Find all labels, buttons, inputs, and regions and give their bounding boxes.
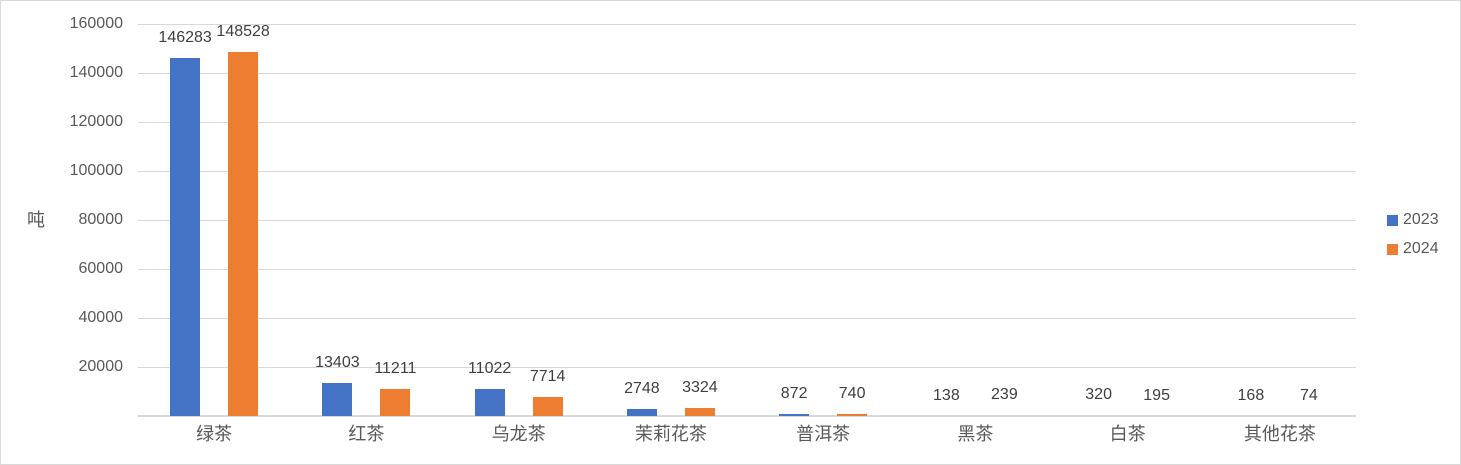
x-axis-category-label: 茉莉花茶 bbox=[634, 424, 707, 444]
legend-swatch-icon bbox=[1387, 243, 1398, 255]
bar-2024-乌龙茶[interactable] bbox=[532, 397, 563, 416]
y-axis-tick-label: 120000 bbox=[69, 113, 123, 130]
y-axis-tick-label: 40000 bbox=[78, 309, 124, 326]
data-label-2024-其他花茶: 74 bbox=[1299, 386, 1318, 404]
x-axis-category-label: 其他花茶 bbox=[1243, 424, 1316, 444]
data-label-2024-乌龙茶: 7714 bbox=[529, 368, 566, 386]
bar-2023-茉莉花茶[interactable] bbox=[626, 409, 657, 416]
x-axis-category-label: 红茶 bbox=[348, 424, 385, 444]
y-axis-tick-label: 20000 bbox=[78, 358, 124, 375]
bar-2024-绿茶[interactable] bbox=[228, 52, 259, 416]
x-axis-category-label: 乌龙茶 bbox=[491, 424, 546, 444]
data-label-2023-茉莉花茶: 2748 bbox=[624, 380, 660, 398]
gridline bbox=[138, 24, 1356, 25]
x-axis-category-label: 绿茶 bbox=[196, 424, 233, 444]
bar-2024-红茶[interactable] bbox=[380, 388, 411, 416]
legend-item-2024[interactable]: 2024 bbox=[1387, 239, 1439, 259]
data-label-2024-绿茶: 148528 bbox=[216, 23, 270, 41]
x-axis-category-label: 白茶 bbox=[1109, 424, 1146, 444]
data-label-2023-黑茶: 138 bbox=[933, 386, 960, 404]
y-axis-tick-label: 140000 bbox=[69, 64, 123, 81]
legend: 2023 2024 bbox=[1387, 210, 1439, 259]
x-axis-category-label: 黑茶 bbox=[957, 424, 994, 444]
gridline bbox=[138, 171, 1356, 172]
gridline bbox=[138, 269, 1356, 270]
data-label-2023-乌龙茶: 11022 bbox=[467, 359, 512, 377]
x-axis-category-label: 普洱茶 bbox=[796, 424, 851, 444]
y-axis-tick-label: 100000 bbox=[69, 162, 123, 179]
legend-label: 2023 bbox=[1403, 211, 1439, 228]
legend-item-2023[interactable]: 2023 bbox=[1387, 210, 1439, 230]
gridline bbox=[138, 367, 1356, 368]
bar-2023-普洱茶[interactable] bbox=[779, 413, 810, 416]
gridline bbox=[138, 318, 1356, 319]
legend-swatch-icon bbox=[1387, 214, 1398, 226]
y-axis-tick-label: 60000 bbox=[78, 260, 124, 277]
data-label-2024-白茶: 195 bbox=[1143, 386, 1170, 404]
gridline bbox=[138, 73, 1356, 74]
bar-2023-绿茶[interactable] bbox=[170, 57, 201, 416]
data-label-2023-其他花茶: 168 bbox=[1237, 386, 1265, 404]
bar-2024-普洱茶[interactable] bbox=[837, 414, 868, 416]
gridline bbox=[138, 122, 1356, 123]
data-label-2024-茉莉花茶: 3324 bbox=[682, 378, 718, 396]
data-label-2024-普洱茶: 740 bbox=[838, 385, 866, 403]
data-label-2023-红茶: 13403 bbox=[315, 354, 360, 372]
y-axis-title: 吨 bbox=[27, 210, 45, 230]
bar-2023-乌龙茶[interactable] bbox=[474, 388, 505, 416]
gridline bbox=[138, 220, 1356, 221]
data-label-2024-红茶: 11211 bbox=[374, 359, 417, 377]
legend-label: 2024 bbox=[1403, 240, 1439, 257]
data-label-2023-绿茶: 146283 bbox=[158, 28, 212, 46]
bar-2024-茉莉花茶[interactable] bbox=[684, 407, 715, 416]
x-axis-line bbox=[138, 415, 1356, 417]
data-label-2023-白茶: 320 bbox=[1085, 386, 1112, 404]
y-axis-tick-label: 160000 bbox=[69, 15, 123, 32]
data-label-2024-黑茶: 239 bbox=[991, 386, 1018, 404]
y-axis-tick-label: 80000 bbox=[78, 211, 124, 228]
data-label-2023-普洱茶: 872 bbox=[780, 384, 808, 402]
bar-2023-红茶[interactable] bbox=[322, 383, 353, 416]
